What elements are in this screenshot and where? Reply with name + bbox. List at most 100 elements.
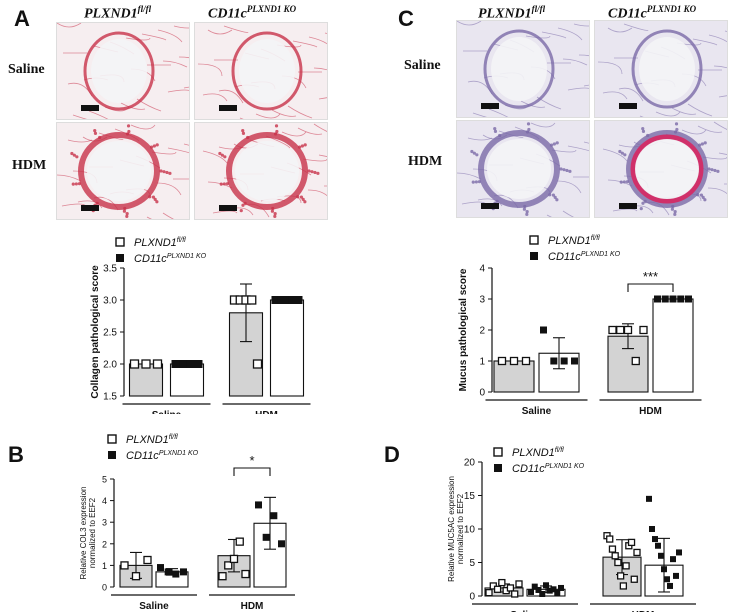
data-point [131,572,141,581]
data-point [560,357,568,365]
bar [493,360,535,393]
legend-label-wt: PLXND1fl/fl [126,434,178,446]
data-point [262,533,270,541]
bar [128,363,164,397]
data-point [247,295,257,305]
data-point [661,295,669,303]
legend-marker-ko [116,254,124,262]
significance-bracket [627,283,674,292]
legend-marker-ko [530,252,538,260]
legend-marker-wt [529,235,539,245]
data-point [511,590,519,598]
data-point [546,587,553,594]
data-point [654,295,661,303]
col-label-ko-a: CD11cPLXND1 KO [208,4,297,22]
col-label-ko-c: CD11cPLXND1 KO [608,4,697,22]
data-point [543,582,549,589]
y-tick-label: 5 [469,558,475,569]
y-tick-label: 3.0 [103,296,117,307]
data-point [180,568,187,576]
data-point [164,568,172,576]
legend-marker-wt [107,434,117,444]
legend-marker-ko [494,464,502,472]
micro-a-tile-2 [194,22,328,120]
chart-mucus-score: PLXND1fl/fl CD11cPLXND1 KO 0 1 2 3 4 Mucus path… [458,235,702,416]
data-point [141,359,151,369]
data-point [270,512,278,520]
data-point [485,588,493,597]
data-point [540,326,547,334]
panel-letter-a: A [14,6,30,31]
data-point [255,501,262,509]
legend-marker-wt [493,447,503,457]
data-point [288,296,297,304]
micro-c-tile-3 [456,120,590,218]
data-point [614,558,622,567]
row-label-saline-a: Saline [8,62,45,77]
legend-marker-ko [108,451,116,459]
micro-a-tile-1 [56,22,190,120]
col-label-wt-a: PLXND1fl/fl [84,4,152,22]
scale-bar [619,103,637,109]
micro-c-tile-1 [456,20,590,118]
data-point [515,580,523,588]
col-label-wt-c: PLXND1fl/fl [478,4,546,22]
data-point [676,549,682,556]
group-label: Saline [510,610,540,612]
row-label-saline-c: Saline [404,58,441,73]
data-point [531,583,538,590]
y-tick-label: 5 [102,475,107,485]
data-point [670,556,676,563]
data-point [218,572,227,581]
y-tick-label: 2.5 [103,328,117,339]
scale-bar [219,205,237,211]
data-point [179,360,188,368]
y-tick-label: 2 [479,326,485,337]
y-tick-label: 10 [464,525,476,536]
legend-label-ko: CD11cPLXND1 KO [548,251,621,263]
bar [169,363,205,397]
significance-label: *** [643,269,658,284]
data-point [271,296,280,304]
legend-marker-wt [115,237,125,247]
legend-label-wt: PLXND1fl/fl [512,447,564,459]
data-point [673,572,679,579]
data-point [509,356,519,366]
data-point [616,325,625,335]
data-point [649,526,655,532]
data-point [506,584,515,592]
bar [652,298,694,393]
data-point [554,589,561,596]
y-axis-label-line2: normalized to EEF2 [88,497,97,568]
data-point [558,584,564,591]
y-tick-label: 2.0 [103,360,117,371]
y-tick-label: 1.5 [103,392,117,403]
legend-label-wt: PLXND1fl/fl [548,235,600,247]
y-tick-label: 15 [464,491,476,502]
bar [607,335,649,393]
micro-a-tile-3 [56,122,190,220]
chart-col3-expression: PLXND1fl/fl CD11cPLXND1 KO 0 1 2 3 4 5 Relative … [79,434,295,612]
group-label: Saline [522,406,552,416]
data-point [661,566,667,573]
data-point [194,360,203,368]
chart-muc5ac-expression: PLXND1fl/fl CD11cPLXND1 KO 0 5 10 15 20 Relativ… [447,447,696,612]
data-point [550,586,557,593]
scale-bar [481,103,499,109]
y-tick-label: 3 [479,295,485,306]
data-point [652,536,658,543]
data-point [277,296,286,304]
y-tick-label: 4 [479,264,485,275]
row-label-hdm-a: HDM [12,158,47,173]
y-axis-label-line1: Relative COL3 expression [79,487,88,580]
scale-bar [619,203,637,209]
data-point [611,552,619,560]
data-point [498,578,506,587]
panel-letter-c: C [398,6,414,31]
scale-bar [81,205,99,211]
data-point [677,295,685,303]
data-point [229,554,239,564]
data-point [667,582,673,589]
data-point [646,495,652,502]
data-point [685,295,692,303]
